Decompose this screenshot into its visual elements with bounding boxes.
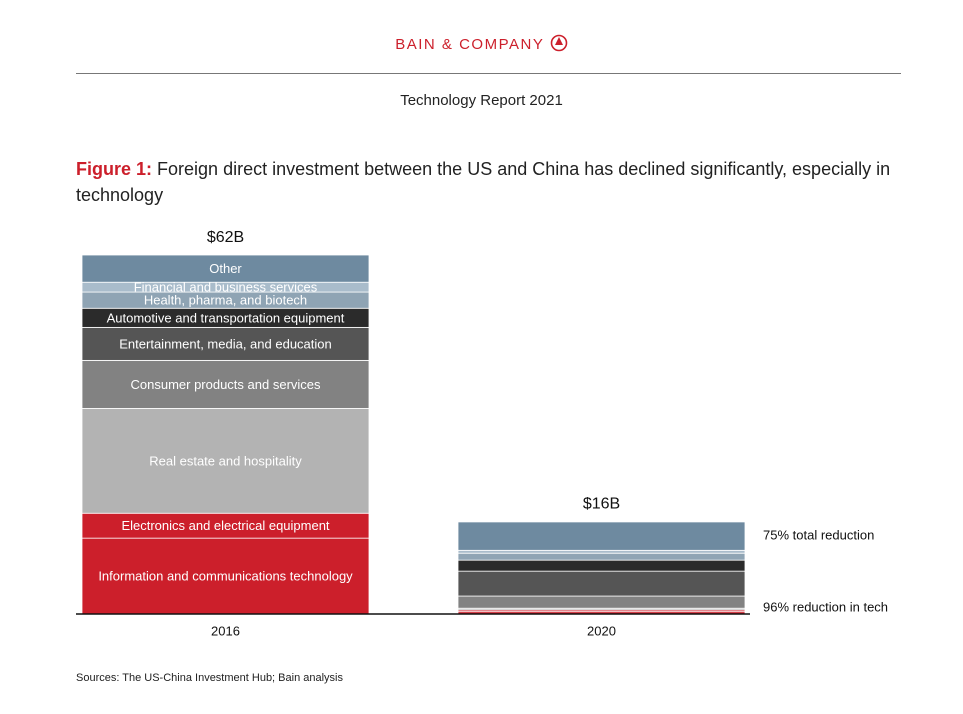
- segment-label: Financial and business services: [134, 280, 318, 295]
- x-tick-label: 2016: [211, 623, 240, 638]
- source: Sources: The US-China Investment Hub; Ba…: [76, 672, 343, 684]
- brand-logo: [550, 34, 568, 52]
- bar-segment: [457, 552, 746, 561]
- x-tick-label: 2020: [587, 623, 616, 638]
- bar-segment: [457, 549, 746, 554]
- bar-segment: [81, 326, 370, 361]
- header-rule: [76, 73, 901, 74]
- total-label: $16B: [583, 496, 620, 513]
- figure-title: Foreign direct investment between the US…: [76, 159, 891, 205]
- bar-segment: [457, 570, 746, 597]
- segment-label: Other: [209, 261, 242, 276]
- bar-segment: [457, 521, 746, 551]
- figure-heading: Figure 1: Foreign direct investment betw…: [76, 156, 906, 208]
- segment-label: Automotive and transportation equipment: [107, 310, 345, 325]
- bar-segment: [457, 595, 746, 609]
- segment-label: Electronics and electrical equipment: [121, 518, 329, 533]
- total-label: $62B: [207, 229, 244, 246]
- brand: BAIN & COMPANY: [0, 34, 963, 53]
- bar-segment: [81, 359, 370, 409]
- figure-label: Figure 1:: [76, 159, 153, 179]
- segment-label: Entertainment, media, and education: [119, 336, 331, 351]
- segment-label: Information and communications technolog…: [98, 569, 353, 584]
- bar-segment: [457, 559, 746, 572]
- annotation: 96% reduction in tech: [763, 599, 888, 614]
- brand-text: BAIN & COMPANY: [395, 36, 545, 53]
- bar-segment: [81, 254, 370, 283]
- bar-segment: [81, 408, 370, 514]
- segment-label: Real estate and hospitality: [149, 453, 302, 468]
- segment-label: Consumer products and services: [130, 377, 321, 392]
- bar-segment: [81, 537, 370, 615]
- bar-segment: [81, 512, 370, 539]
- annotation: 75% total reduction: [763, 527, 874, 542]
- report-name: Technology Report 2021: [400, 92, 563, 109]
- segment-label: Health, pharma, and biotech: [144, 293, 307, 308]
